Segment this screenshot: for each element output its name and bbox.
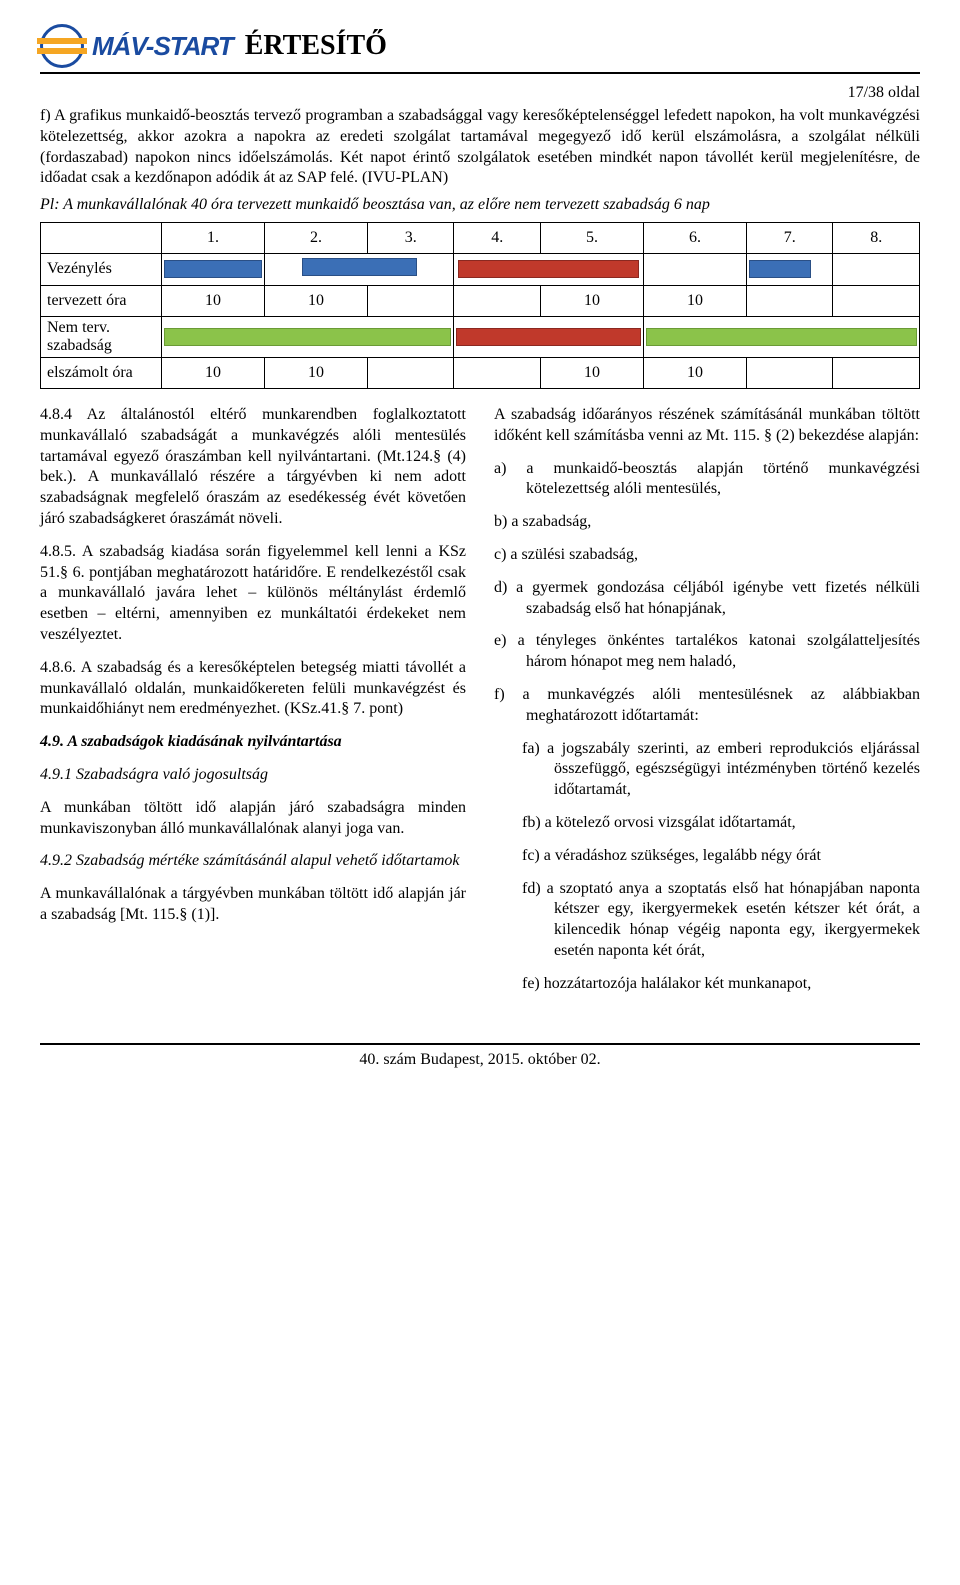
value-cell: 10	[264, 357, 367, 388]
para-485: 4.8.5. A szabadság kiadása során figyele…	[40, 542, 466, 646]
day-header: 6.	[643, 222, 746, 253]
item-fd: fd) a szoptató anya a szoptatás első hat…	[494, 879, 920, 962]
para-486: 4.8.6. A szabadság és a keresőképtelen b…	[40, 658, 466, 720]
day-header: 2.	[264, 222, 367, 253]
empty-header	[41, 222, 162, 253]
paragraph-f: f) A grafikus munkaidő-beosztás tervező …	[40, 106, 920, 189]
bar-cell	[746, 253, 833, 285]
item-b: b) a szabadság,	[494, 512, 920, 533]
heading-491: 4.9.1 Szabadságra való jogosultság	[40, 765, 466, 786]
bar-cell	[643, 316, 919, 357]
item-f: f) a munkavégzés alóli mentesülésnek az …	[494, 685, 920, 727]
value-cell: 10	[162, 357, 265, 388]
value-cell	[746, 357, 833, 388]
item-c: c) a szülési szabadság,	[494, 545, 920, 566]
bar-green	[164, 328, 451, 346]
right-intro: A szabadság időarányos részének számítás…	[494, 405, 920, 447]
elszamolt-row: elszámolt óra 10 10 10 10	[41, 357, 920, 388]
item-fa: fa) a jogszabály szerinti, az emberi rep…	[494, 739, 920, 801]
item-e: e) a tényleges önkéntes tartalékos katon…	[494, 631, 920, 673]
bar-cell	[833, 253, 920, 285]
bar-cell	[454, 316, 643, 357]
logo-text: MÁV-START	[92, 31, 233, 62]
item-a: a) a munkaidő-beosztás alapján történő m…	[494, 459, 920, 501]
value-cell: 10	[264, 285, 367, 316]
schedule-table: 1. 2. 3. 4. 5. 6. 7. 8. Vezénylés tervez…	[40, 222, 920, 389]
paragraph-example: Pl: A munkavállalónak 40 óra tervezett m…	[40, 195, 920, 216]
nemterv-row: Nem terv. szabadság	[41, 316, 920, 357]
document-header: MÁV-START ÉRTESÍTŐ	[40, 24, 920, 74]
document-title: ÉRTESÍTŐ	[245, 30, 387, 62]
value-cell	[454, 285, 541, 316]
elszamolt-label: elszámolt óra	[41, 357, 162, 388]
bar-green	[646, 328, 917, 346]
bar-cell	[162, 253, 265, 285]
mav-start-logo: MÁV-START	[40, 24, 233, 68]
vezenles-row: Vezénylés	[41, 253, 920, 285]
bar-red	[458, 260, 639, 278]
para-492: A munkavállalónak a tárgyévben munkában …	[40, 884, 466, 926]
value-cell: 10	[162, 285, 265, 316]
item-fe: fe) hozzátartozója halálakor két munkana…	[494, 974, 920, 995]
para-491: A munkában töltött idő alapján járó szab…	[40, 798, 466, 840]
two-column-section: 4.8.4 Az általánostól eltérő munkarendbe…	[40, 405, 920, 1007]
value-cell	[367, 357, 454, 388]
page-number: 17/38 oldal	[40, 84, 920, 102]
day-header: 4.	[454, 222, 541, 253]
bar-blue	[749, 260, 811, 278]
value-cell: 10	[643, 285, 746, 316]
tervezett-label: tervezett óra	[41, 285, 162, 316]
day-header: 7.	[746, 222, 833, 253]
nemterv-label: Nem terv. szabadság	[41, 316, 162, 357]
para-484: 4.8.4 Az általánostól eltérő munkarendbe…	[40, 405, 466, 530]
value-cell	[833, 285, 920, 316]
value-cell	[833, 357, 920, 388]
value-cell: 10	[643, 357, 746, 388]
page-footer: 40. szám Budapest, 2015. október 02.	[40, 1043, 920, 1069]
value-cell	[746, 285, 833, 316]
value-cell	[367, 285, 454, 316]
day-header: 5.	[540, 222, 643, 253]
right-column: A szabadság időarányos részének számítás…	[494, 405, 920, 1007]
bar-cell	[454, 253, 643, 285]
value-cell: 10	[540, 357, 643, 388]
heading-49: 4.9. A szabadságok kiadásának nyilvántar…	[40, 732, 466, 753]
day-header: 1.	[162, 222, 265, 253]
item-fc: fc) a véradáshoz szükséges, legalább nég…	[494, 846, 920, 867]
bar-cell	[264, 253, 453, 285]
value-cell: 10	[540, 285, 643, 316]
value-cell	[454, 357, 541, 388]
left-column: 4.8.4 Az általánostól eltérő munkarendbe…	[40, 405, 466, 1007]
day-header: 8.	[833, 222, 920, 253]
bar-blue	[302, 258, 417, 276]
item-d: d) a gyermek gondozása céljából igénybe …	[494, 578, 920, 620]
vezenles-label: Vezénylés	[41, 253, 162, 285]
bar-blue	[164, 260, 262, 278]
logo-icon	[40, 24, 84, 68]
item-fb: fb) a kötelező orvosi vizsgálat időtarta…	[494, 813, 920, 834]
tervezett-row: tervezett óra 10 10 10 10	[41, 285, 920, 316]
page: MÁV-START ÉRTESÍTŐ 17/38 oldal f) A graf…	[0, 0, 960, 1093]
bar-red	[456, 328, 640, 346]
day-header: 3.	[367, 222, 454, 253]
bar-cell	[643, 253, 746, 285]
day-header-row: 1. 2. 3. 4. 5. 6. 7. 8.	[41, 222, 920, 253]
heading-492: 4.9.2 Szabadság mértéke számításánál ala…	[40, 851, 466, 872]
bar-cell	[162, 316, 454, 357]
